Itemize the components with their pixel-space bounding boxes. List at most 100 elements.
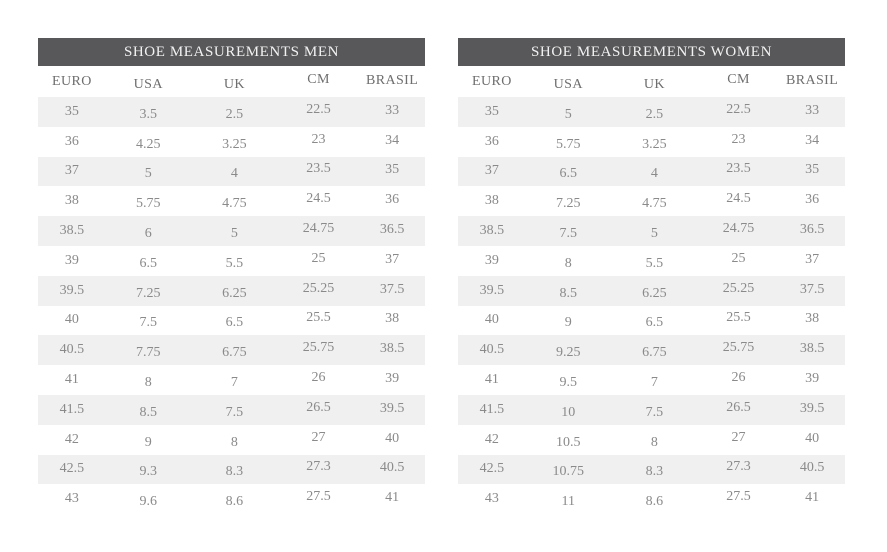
- table-cell: 6.25: [222, 285, 247, 301]
- table-cell: 9: [564, 315, 572, 331]
- table-cell: 37.5: [799, 281, 825, 297]
- table-cell: 4.75: [222, 196, 247, 212]
- table-body: 35 3.5 2.5 22.5 33 36 4.25 3.25 23 34 37 5 4 23.5 35 38…: [38, 97, 425, 514]
- table-cell: 39.5: [799, 400, 825, 416]
- table-row: 39 6.5 5.5 25 37: [38, 246, 425, 276]
- table-cell: 36: [805, 192, 820, 208]
- table-title-bar: SHOE MEASUREMENTS MEN: [38, 38, 425, 66]
- table-cell: 27.5: [726, 489, 751, 505]
- table-cell: 10.75: [552, 464, 585, 480]
- column-header-brasil: BRASIL: [785, 72, 839, 88]
- column-header-usa: USA: [133, 76, 163, 92]
- table-cell: 38.5: [479, 223, 505, 239]
- table-row: 38.5 7.5 5 24.75 36.5: [458, 216, 845, 246]
- table-row: 37 5 4 23.5 35: [38, 156, 425, 187]
- column-header-cm: CM: [307, 71, 330, 87]
- table-cell: 23.5: [726, 161, 751, 177]
- table-row: 36 4.25 3.25 23 34: [38, 127, 425, 157]
- table-cell: 25: [311, 250, 326, 266]
- column-header-euro: EURO: [52, 73, 92, 89]
- table-cell: 41: [805, 490, 820, 506]
- table-row: 35 5 2.5 22.5 33: [458, 97, 845, 127]
- table-cell: 3.25: [222, 136, 247, 152]
- table-cell: 38: [805, 311, 820, 327]
- table-cell: 22.5: [306, 101, 331, 117]
- table-cell: 36.5: [379, 222, 405, 238]
- table-cell: 8: [564, 255, 572, 271]
- table-title-bar: SHOE MEASUREMENTS WOMEN: [458, 38, 845, 66]
- table-cell: 39: [484, 252, 499, 268]
- column-header-uk: UK: [643, 76, 665, 92]
- table-cell: 6.75: [642, 345, 667, 361]
- table-cell: 5.75: [556, 136, 581, 152]
- table-cell: 40: [484, 312, 499, 328]
- table-cell: 7.5: [139, 315, 158, 331]
- table-cell: 6.5: [139, 255, 158, 271]
- table-cell: 7: [650, 375, 658, 391]
- table-title: SHOE MEASUREMENTS WOMEN: [530, 43, 773, 60]
- table-row: 40 7.5 6.5 25.5 38: [38, 306, 425, 336]
- table-cell: 25: [731, 250, 746, 266]
- table-cell: 40: [64, 312, 79, 328]
- table-cell: 7: [230, 375, 238, 391]
- column-header-uk: UK: [223, 76, 245, 92]
- table-cell: 5.5: [645, 255, 664, 271]
- table-cell: 40.5: [59, 342, 85, 358]
- table-row: 39.5 8.5 6.25 25.25 37.5: [458, 275, 845, 306]
- table-cell: 27.5: [306, 489, 331, 505]
- table-cell: 40: [385, 430, 400, 446]
- shoe-size-table-women: SHOE MEASUREMENTS WOMEN EURO USA UK CM BRASI…: [458, 38, 845, 514]
- table-cell: 6.5: [225, 315, 244, 331]
- table-cell: 7.5: [559, 226, 578, 242]
- table-cell: 23.5: [306, 161, 331, 177]
- table-cell: 27: [731, 429, 746, 445]
- table-cell: 33: [385, 102, 400, 118]
- table-cell: 27: [311, 429, 326, 445]
- table-body: 35 5 2.5 22.5 33 36 5.75 3.25 23 34 37 6.5 4 23.5 35 38…: [458, 97, 845, 514]
- table-cell: 37: [385, 251, 400, 267]
- table-cell: 5: [564, 106, 572, 122]
- table-cell: 10.5: [556, 434, 581, 450]
- table-cell: 34: [805, 132, 820, 148]
- table-cell: 40.5: [479, 342, 505, 358]
- table-cell: 42: [64, 431, 79, 447]
- column-header-row: EURO USA UK CM BRASIL: [458, 66, 845, 97]
- table-cell: 24.5: [726, 191, 751, 207]
- table-cell: 39.5: [479, 282, 505, 298]
- table-cell: 27.3: [726, 459, 751, 475]
- table-cell: 25.75: [722, 340, 755, 356]
- table-row: 42 10.5 8 27 40: [458, 425, 845, 455]
- table-cell: 40: [805, 430, 820, 446]
- table-cell: 7.25: [136, 285, 161, 301]
- table-cell: 37.5: [379, 281, 405, 297]
- table-cell: 22.5: [726, 101, 751, 117]
- table-cell: 42.5: [59, 461, 85, 477]
- table-cell: 6.5: [559, 166, 578, 182]
- table-row: 42.5 9.3 8.3 27.3 40.5: [38, 454, 425, 485]
- table-row: 41 9.5 7 26 39: [458, 365, 845, 395]
- column-header-row: EURO USA UK CM BRASIL: [38, 66, 425, 97]
- table-cell: 8.3: [645, 464, 664, 480]
- table-cell: 26: [311, 370, 326, 386]
- table-cell: 7.75: [136, 345, 161, 361]
- table-cell: 43: [484, 491, 499, 507]
- table-cell: 36: [484, 133, 499, 149]
- table-row: 37 6.5 4 23.5 35: [458, 156, 845, 187]
- table-cell: 38.5: [379, 341, 405, 357]
- table-cell: 41: [484, 372, 499, 388]
- table-cell: 24.75: [302, 221, 335, 237]
- table-cell: 35: [385, 162, 400, 178]
- table-cell: 26.5: [306, 399, 331, 415]
- table-cell: 8: [650, 434, 658, 450]
- table-row: 39 8 5.5 25 37: [458, 246, 845, 276]
- table-cell: 41: [385, 490, 400, 506]
- table-cell: 23: [731, 131, 746, 147]
- table-cell: 11: [561, 494, 576, 510]
- table-row: 35 3.5 2.5 22.5 33: [38, 97, 425, 127]
- column-header-brasil: BRASIL: [365, 72, 419, 88]
- table-cell: 4.75: [642, 196, 667, 212]
- table-cell: 41: [64, 372, 79, 388]
- table-cell: 39: [805, 371, 820, 387]
- table-cell: 8.6: [225, 494, 244, 510]
- table-cell: 4.25: [136, 136, 161, 152]
